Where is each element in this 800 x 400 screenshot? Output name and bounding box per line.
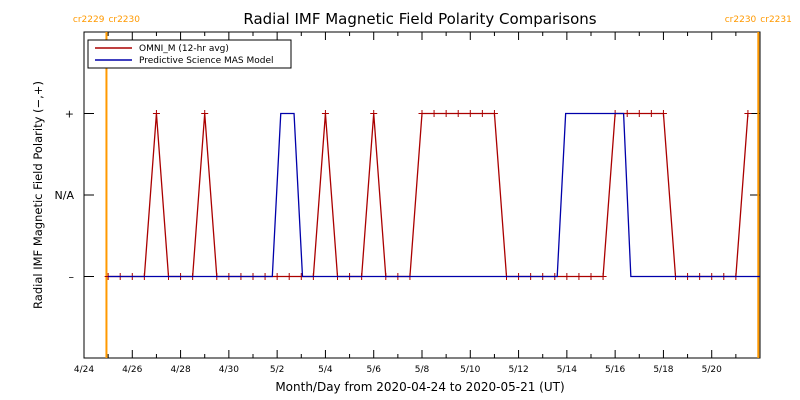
series-point-0-15 — [285, 273, 293, 280]
axis-ticks: 4/24 4/26 4/28 4/30 5/2 5/4 5/6 5/8 5/10 5/12 5/14… — [55, 32, 760, 375]
series-point-0-4 — [152, 110, 160, 117]
series-line-1 — [108, 112, 760, 278]
series-point-0-38 — [563, 273, 571, 280]
series-point-0-8 — [201, 110, 209, 117]
legend: OMNI_M (12-hr avg) Predictive Science MA… — [87, 39, 292, 69]
carrington-markers: cr2229 cr2230 cr2230 cr2231 — [73, 15, 792, 358]
series-point-0-39 — [575, 273, 583, 280]
carrington-label-left-0: cr2229 — [73, 15, 105, 25]
y-tick-label-0: + — [65, 108, 74, 121]
series-line-0 — [108, 112, 749, 278]
x-tick-label-3: 4/30 — [219, 365, 239, 375]
series-point-0-22 — [370, 110, 378, 117]
x-tick-label-6: 5/6 — [366, 365, 381, 375]
series-point-0-29 — [454, 110, 462, 117]
y-tick-label-2: – — [69, 271, 75, 284]
series-point-0-45 — [647, 110, 655, 117]
series-point-0-44 — [635, 110, 643, 117]
series-point-0-46 — [659, 110, 667, 117]
series-point-0-40 — [587, 273, 595, 280]
x-tick-label-0: 4/24 — [74, 365, 94, 375]
carrington-label-left-1: cr2230 — [725, 15, 757, 25]
series-point-0-27 — [430, 110, 438, 117]
series-layer — [104, 110, 760, 280]
carrington-label-right-1: cr2231 — [760, 15, 792, 25]
x-tick-label-5: 5/4 — [318, 365, 333, 375]
series-point-0-41 — [599, 273, 607, 280]
x-tick-label-7: 5/8 — [415, 365, 430, 375]
chart-title: Radial IMF Magnetic Field Polarity Compa… — [243, 10, 596, 28]
series-point-0-28 — [442, 110, 450, 117]
y-axis-label: Radial IMF Magnetic Field Polarity (−,+) — [31, 81, 45, 309]
x-tick-label-8: 5/10 — [460, 365, 480, 375]
series-point-0-43 — [623, 110, 631, 117]
carrington-label-right-0: cr2230 — [108, 15, 140, 25]
x-tick-label-4: 5/2 — [270, 365, 284, 375]
series-point-0-30 — [466, 110, 474, 117]
legend-label-mas: Predictive Science MAS Model — [139, 56, 274, 66]
x-tick-label-10: 5/14 — [557, 365, 577, 375]
x-tick-label-9: 5/12 — [508, 365, 528, 375]
legend-box — [87, 39, 292, 69]
plot-area — [83, 31, 761, 359]
x-tick-label-2: 4/28 — [170, 365, 190, 375]
series-point-0-32 — [490, 110, 498, 117]
x-axis-label: Month/Day from 2020-04-24 to 2020-05-21 … — [275, 380, 564, 394]
y-tick-label-1: N/A — [55, 189, 75, 202]
series-point-0-18 — [321, 110, 329, 117]
plot-frame — [83, 31, 761, 359]
series-point-0-14 — [273, 273, 281, 280]
series-point-0-53 — [744, 110, 752, 117]
series-point-0-26 — [418, 110, 426, 117]
series-point-0-31 — [478, 110, 486, 117]
x-tick-label-1: 4/26 — [122, 365, 142, 375]
legend-label-omni: OMNI_M (12-hr avg) — [139, 44, 229, 54]
x-tick-label-12: 5/18 — [653, 365, 673, 375]
x-tick-label-13: 5/20 — [702, 365, 722, 375]
x-tick-label-11: 5/16 — [605, 365, 625, 375]
